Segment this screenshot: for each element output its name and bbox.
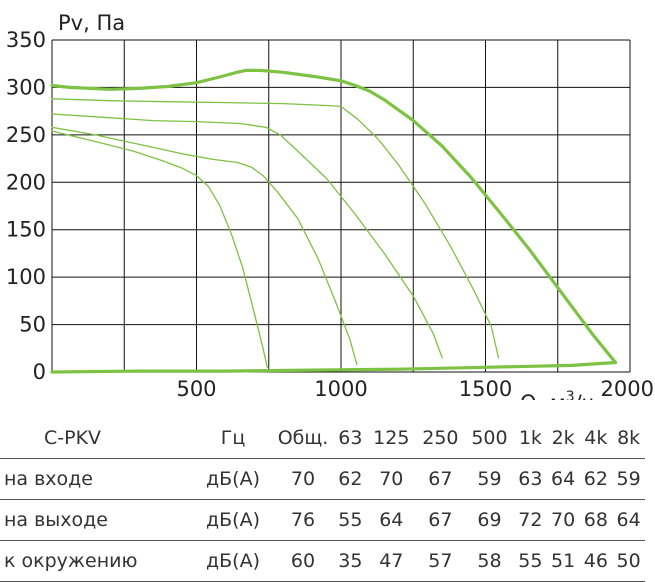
fan-performance-chart: 0 50 100 150 200 250 300 350 500 1000 1500 2000 Pv,… <box>6 11 654 400</box>
y-tick-label: 0 <box>33 360 46 384</box>
cell-value: 69 <box>477 509 502 531</box>
table-row-outlet: на выходе дБ(А) 76 55 64 67 69 72 70 68 … <box>0 500 645 541</box>
y-tick-label: 250 <box>6 123 46 147</box>
x-tick-label: 1000 <box>314 377 367 400</box>
cell-value: 76 <box>290 509 316 531</box>
model-name: C-PKV <box>44 427 102 449</box>
y-tick-label: 150 <box>6 218 46 242</box>
table-header-row: C-PKV Гц Общ. 63 125 250 500 1k 2k 4k 8k <box>0 418 645 459</box>
row-unit: дБ(А) <box>206 550 260 572</box>
y-tick-label: 200 <box>6 170 46 194</box>
cell-value: 47 <box>379 550 404 572</box>
column-header: 2k <box>551 427 575 449</box>
cell-value: 64 <box>379 509 404 531</box>
column-header: 8k <box>617 427 641 449</box>
speed-curve-2 <box>51 113 443 359</box>
y-tick-label: 100 <box>6 265 46 289</box>
performance-curves <box>50 68 618 374</box>
cell-value: 55 <box>338 509 363 531</box>
cell-value: 64 <box>616 509 641 531</box>
cell-value: 60 <box>290 550 316 572</box>
column-header: 63 <box>338 427 363 449</box>
cell-value: 67 <box>428 468 453 490</box>
y-tick-label: 50 <box>19 313 46 337</box>
row-unit: дБ(А) <box>206 468 260 490</box>
column-header: 1k <box>518 427 542 449</box>
cell-value: 35 <box>338 550 363 572</box>
cell-value: 59 <box>616 468 641 490</box>
column-header: 500 <box>471 427 508 449</box>
speed-curve-4 <box>51 130 268 368</box>
hz-label: Гц <box>220 427 246 449</box>
cell-value: 62 <box>583 468 608 490</box>
cell-value: 55 <box>518 550 543 572</box>
row-unit: дБ(А) <box>206 509 260 531</box>
speed-curve-1 <box>51 98 500 359</box>
axis-ticks: 0 50 100 150 200 250 300 350 500 1000 1500 2000 <box>6 28 654 400</box>
cell-value: 62 <box>338 468 363 490</box>
cell-value: 59 <box>477 468 502 490</box>
y-tick-label: 350 <box>6 28 46 52</box>
column-header: 125 <box>373 427 410 449</box>
cell-value: 58 <box>477 550 502 572</box>
cell-value: 51 <box>551 550 576 572</box>
cell-value: 67 <box>428 509 453 531</box>
cell-value: 72 <box>518 509 543 531</box>
column-header: Общ. <box>277 427 329 449</box>
column-header: 250 <box>422 427 459 449</box>
x-tick-label: 2000 <box>601 377 654 400</box>
cell-value: 46 <box>583 550 608 572</box>
speed-curve-3 <box>51 126 358 366</box>
main-curve-5 <box>50 360 618 374</box>
row-label: на выходе <box>4 509 108 531</box>
column-header: 4k <box>584 427 608 449</box>
table-row-inlet: на входе дБ(А) 70 62 70 67 59 63 64 62 5… <box>0 459 645 500</box>
x-tick-label: 500 <box>176 377 216 400</box>
cell-value: 63 <box>518 468 543 490</box>
table-row-surroundings: к окружению дБ(А) 60 35 47 57 58 55 51 4… <box>0 541 645 582</box>
chart-grid <box>51 39 631 373</box>
cell-value: 64 <box>551 468 576 490</box>
cell-value: 70 <box>379 468 404 490</box>
y-tick-label: 300 <box>6 75 46 99</box>
cell-value: 50 <box>616 550 641 572</box>
cell-value: 70 <box>551 509 576 531</box>
cell-value: 57 <box>428 550 453 572</box>
noise-spec-table: C-PKV Гц Общ. 63 125 250 500 1k 2k 4k 8k… <box>0 418 645 582</box>
cell-value: 68 <box>583 509 608 531</box>
x-axis-label: Q, м3/ч <box>520 389 594 400</box>
row-label: к окружению <box>4 550 138 572</box>
cell-value: 70 <box>290 468 316 490</box>
y-axis-label: Pv, Па <box>58 11 125 35</box>
main-curve-0 <box>50 68 618 365</box>
row-label: на входе <box>4 468 93 490</box>
x-tick-label: 1500 <box>459 377 512 400</box>
